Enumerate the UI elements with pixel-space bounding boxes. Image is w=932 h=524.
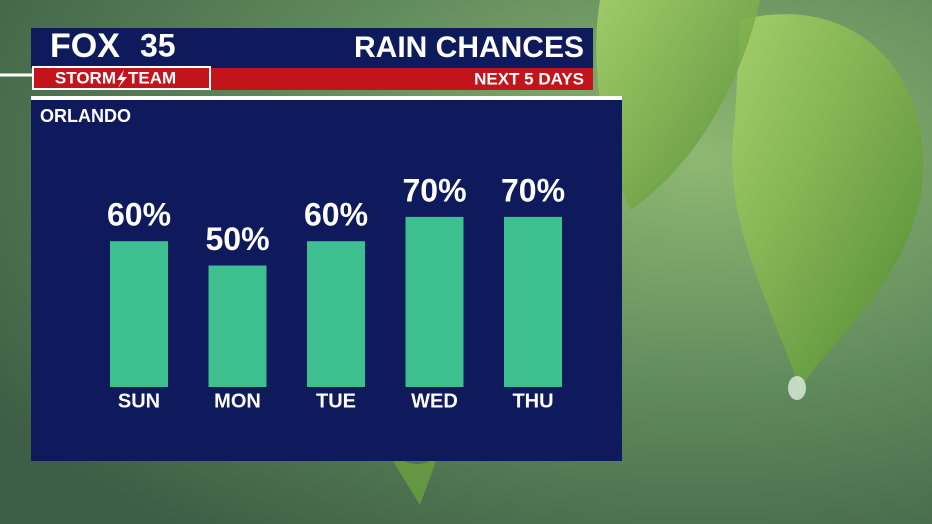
brand-name: FOX — [50, 27, 120, 65]
value-label: 60% — [304, 197, 368, 233]
value-label: 70% — [402, 172, 466, 208]
team-right: TEAM — [128, 68, 176, 87]
leaf — [596, 0, 760, 210]
x-tick-label: SUN — [118, 390, 160, 412]
value-label: 60% — [107, 197, 171, 233]
bar — [307, 241, 365, 387]
chart-title: RAIN CHANCES — [354, 31, 584, 64]
bar — [504, 216, 562, 387]
bar — [110, 241, 168, 387]
location: ORLANDO — [40, 106, 131, 126]
value-label: 50% — [205, 221, 269, 257]
x-tick-label: THU — [512, 390, 553, 412]
brand-channel: 35 — [140, 27, 176, 63]
subtitle-bar — [210, 68, 593, 90]
x-tick-label: WED — [411, 390, 458, 412]
team-left: STORM — [55, 68, 116, 87]
raindrop — [788, 376, 806, 400]
leaf — [732, 14, 924, 391]
header-bar — [31, 28, 593, 68]
chart-subtitle: NEXT 5 DAYS — [474, 69, 584, 88]
bolt-icon — [117, 70, 127, 88]
value-label: 70% — [501, 172, 565, 208]
panel-rule — [31, 96, 622, 100]
x-tick-label: MON — [214, 390, 261, 412]
bar — [405, 216, 464, 387]
bar — [208, 265, 267, 387]
x-tick-label: TUE — [316, 390, 356, 412]
